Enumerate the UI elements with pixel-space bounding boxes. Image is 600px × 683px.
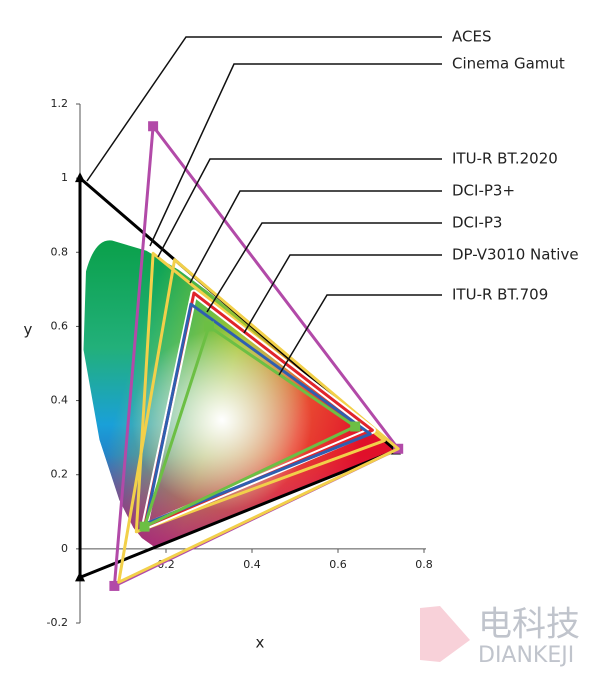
gamut-triangle — [144, 302, 372, 526]
y-tick-label: 0.8 — [51, 245, 69, 258]
vertex-marker — [204, 321, 214, 332]
y-tick-label: 0 — [61, 542, 68, 555]
gamut-triangle — [143, 324, 357, 529]
legend-label: ITU-R BT.709 — [452, 286, 548, 304]
legend-label: DP-V3010 Native — [452, 246, 579, 264]
gamut-triangle — [117, 258, 400, 584]
legend-leader — [157, 158, 442, 258]
vertex-marker — [350, 421, 361, 432]
legend-leader — [243, 254, 442, 334]
x-tick-label: 0.8 — [415, 558, 433, 571]
legend-leader — [86, 36, 442, 182]
plot-area — [75, 121, 404, 591]
y-tick-label: -0.2 — [47, 616, 68, 629]
vertex-marker — [75, 172, 85, 183]
x-axis-label: x — [256, 634, 265, 652]
legend-label: ACES — [452, 28, 491, 46]
y-axis-label: y — [24, 321, 33, 339]
legend-leader — [149, 63, 442, 247]
legend-label: DCI-P3 — [452, 214, 502, 232]
vertex-marker — [139, 521, 150, 532]
x-tick-label: 0.4 — [243, 558, 261, 571]
legend-leader — [206, 222, 442, 313]
legend-label: ITU-R BT.2020 — [452, 150, 558, 168]
watermark-cn: 电科技 — [478, 605, 580, 645]
y-tick-label: 1.2 — [51, 97, 69, 110]
legend-label: Cinema Gamut — [452, 55, 565, 73]
watermark-logo — [420, 606, 470, 662]
y-tick-label: 0.4 — [51, 394, 69, 407]
vertex-marker — [109, 580, 120, 591]
vertex-marker — [75, 571, 86, 582]
y-tick-label: 1 — [61, 171, 68, 184]
legend-leader — [189, 190, 442, 284]
watermark-en: DIANKEJI — [478, 643, 574, 668]
legend-label: DCI-P3+ — [452, 182, 515, 200]
x-tick-label: 0.6 — [329, 558, 347, 571]
legend: ACES Cinema Gamut ITU-R BT.2020 DCI-P3+ DCI-… — [86, 28, 579, 376]
axes: -0.200.20.40.60.811.20.2 0.4 0.6 0.8 — [47, 97, 433, 629]
vertex-marker — [148, 121, 159, 132]
y-tick-label: 0.6 — [51, 319, 69, 332]
legend-leader — [278, 294, 442, 376]
y-tick-label: 0.2 — [51, 468, 69, 481]
